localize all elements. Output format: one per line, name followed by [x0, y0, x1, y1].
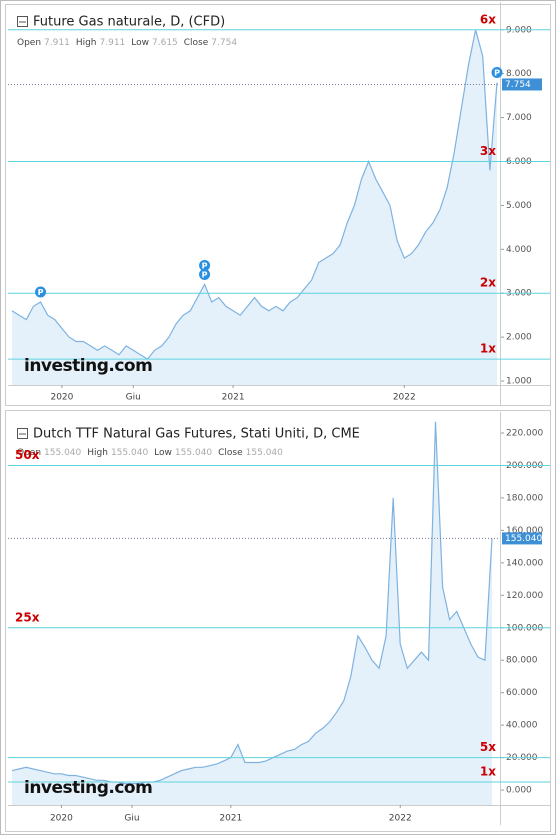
- line: [11, 29, 498, 360]
- y-tick-label: 60.000: [506, 688, 538, 698]
- x-tick-label: 2020: [50, 814, 73, 824]
- y-tick-label: 160.000: [506, 526, 543, 536]
- area: [12, 29, 497, 386]
- event-marker-label: P: [202, 261, 208, 270]
- event-marker: [199, 268, 211, 280]
- reference-label: 2x: [480, 276, 496, 290]
- chart-title: Dutch TTF Natural Gas Futures, Stati Uni…: [33, 427, 360, 442]
- ohlc-value: 155.040: [111, 448, 148, 458]
- ohlc-name: Low: [131, 38, 149, 48]
- x-tick-label: 2022: [389, 814, 412, 824]
- y-tick-label: 80.000: [506, 656, 538, 666]
- price-tag-label: 7.754: [505, 80, 531, 90]
- y-tick-label: 120.000: [506, 591, 543, 601]
- ohlc: Open 155.040 High 155.040 Low 155.040 Close 155…: [17, 448, 283, 458]
- ohlc-name: High: [87, 448, 108, 458]
- event-marker: [35, 286, 47, 298]
- reference-label: 6x: [480, 12, 496, 26]
- ohlc-value: 7.911: [44, 38, 70, 48]
- ohlc-value: 155.040: [246, 448, 283, 458]
- y-tick-label: 0.000: [506, 786, 532, 796]
- y-tick-label: 7.000: [506, 113, 532, 123]
- price-tag: [502, 78, 542, 91]
- event-marker-label: P: [202, 270, 208, 279]
- y-tick-label: 5.000: [506, 201, 532, 211]
- event-marker-label: P: [494, 68, 500, 77]
- price-tag-label: 155.040: [505, 534, 542, 544]
- x-tick-label: Giu: [126, 393, 141, 403]
- area: [12, 421, 492, 805]
- x-tick-label: 2021: [219, 814, 242, 824]
- ohlc-name: Open: [17, 448, 41, 458]
- y-tick-label: 1.000: [506, 377, 532, 387]
- chart-title: Future Gas naturale, D, (CFD): [33, 15, 225, 30]
- reference-label: 25x: [15, 610, 40, 624]
- logo: investing.com: [24, 778, 152, 798]
- y-tick-label: 220.000: [506, 428, 543, 438]
- ohlc-name: Open: [17, 38, 41, 48]
- ohlc-value: 7.615: [152, 38, 178, 48]
- x-tick-label: Giu: [124, 814, 139, 824]
- line: [11, 421, 493, 785]
- ohlc-value: 155.040: [175, 448, 212, 458]
- ohlc: Open 7.911 High 7.911 Low 7.615 Close 7.754: [17, 38, 237, 48]
- event-marker-label: P: [38, 288, 44, 297]
- ohlc-name: High: [76, 38, 97, 48]
- reference-label: 50x: [15, 448, 40, 462]
- ohlc-value: 155.040: [44, 448, 81, 458]
- ohlc-value: 7.911: [100, 38, 126, 48]
- y-tick-label: 4.000: [506, 245, 532, 255]
- price-tag: [502, 532, 542, 545]
- y-tick-label: 8.000: [506, 69, 532, 79]
- reference-label: 1x: [480, 764, 496, 778]
- y-tick-label: 40.000: [506, 721, 538, 731]
- reference-label: 5x: [480, 740, 496, 754]
- ohlc-value: 7.754: [211, 38, 237, 48]
- logo: investing.com: [24, 356, 152, 376]
- event-marker: [199, 259, 211, 271]
- x-tick-label: 2022: [393, 393, 416, 403]
- ohlc-name: Close: [184, 38, 209, 48]
- event-marker: [491, 66, 503, 78]
- y-tick-label: 2.000: [506, 333, 532, 343]
- reference-label: 3x: [480, 144, 496, 158]
- reference-label: 1x: [480, 342, 496, 356]
- x-tick-label: 2021: [222, 393, 245, 403]
- ohlc-name: Low: [154, 448, 172, 458]
- ohlc-name: Close: [218, 448, 243, 458]
- x-tick-label: 2020: [50, 393, 73, 403]
- y-tick-label: 140.000: [506, 558, 543, 568]
- y-tick-label: 180.000: [506, 493, 543, 503]
